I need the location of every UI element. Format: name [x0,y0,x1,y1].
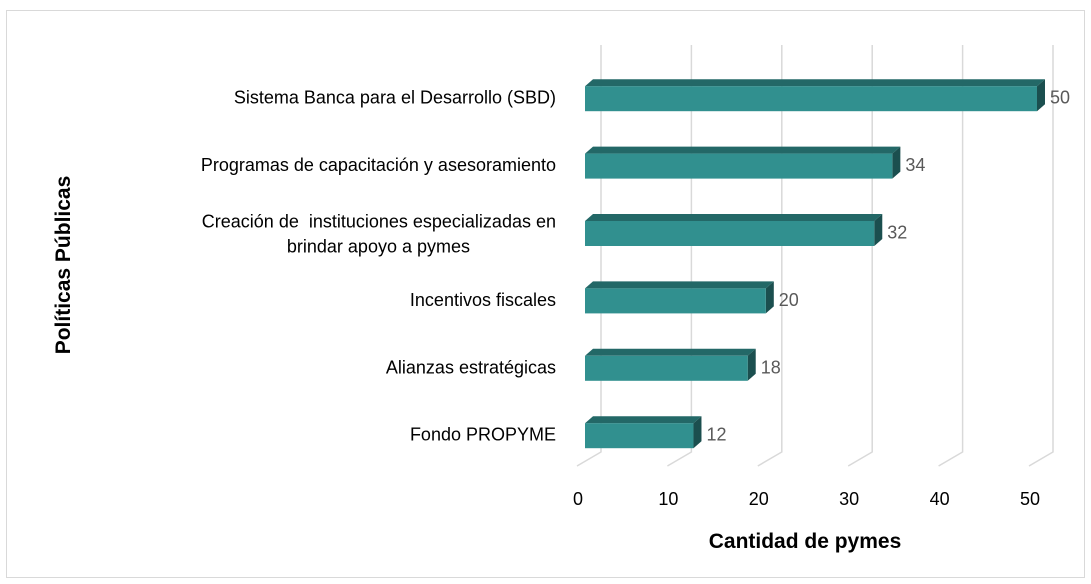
bar [585,355,748,381]
y-tick-label: Sistema Banca para el Desarrollo (SBD) [234,88,556,108]
bar-side [874,214,883,246]
grid-line [847,45,873,467]
label-line: brindar apoyo a pymes [287,237,470,257]
bar-side [892,146,901,179]
bar-top [585,79,1045,87]
x-tick-label: 20 [749,489,769,509]
grid-line [667,45,693,467]
label-line: Alianzas estratégicas [386,357,556,377]
label-line: Creación de instituciones especializadas… [202,212,556,232]
data-label: 12 [706,425,726,445]
x-tick-label: 10 [658,489,678,509]
y-axis-title: Políticas Públicas [52,176,75,355]
y-tick-label: Creación de instituciones especializadas… [202,212,556,257]
data-label: 18 [761,357,781,377]
bar-side [693,416,702,449]
x-tick-label: 30 [839,489,859,509]
label-line: Fondo PROPYME [410,425,556,445]
bar-top [585,214,883,221]
bar [585,288,766,314]
y-tick-label: Fondo PROPYME [410,425,556,445]
label-line: Sistema Banca para el Desarrollo (SBD) [234,88,556,108]
bar-side [765,281,774,314]
bar-top [585,416,702,424]
label-line: Programas de capacitación y asesoramient… [201,155,556,175]
grid-line [1028,45,1054,467]
bar-top [585,348,756,356]
grid-line [576,45,602,467]
bar [585,86,1037,112]
bar-side [747,348,756,381]
y-tick-label: Programas de capacitación y asesoramient… [201,155,556,175]
y-tick-label: Incentivos fiscales [410,290,556,310]
bar-side [1037,79,1045,112]
x-tick-label: 40 [930,489,950,509]
data-label: 20 [779,290,799,310]
y-tick-label: Alianzas estratégicas [386,357,556,377]
x-tick-label: 0 [573,489,583,509]
grid-line [757,45,783,467]
x-axis-title: Cantidad de pymes [709,530,902,553]
data-label: 32 [887,223,907,243]
label-line: Incentivos fiscales [410,290,556,310]
data-label: 34 [905,155,925,175]
bar [585,221,875,246]
grid-line [938,45,964,467]
bar-top [585,281,774,289]
bar [585,153,893,179]
data-label: 50 [1050,88,1070,108]
x-tick-label: 50 [1020,489,1040,509]
bar [585,423,694,449]
bar-top [585,146,901,154]
